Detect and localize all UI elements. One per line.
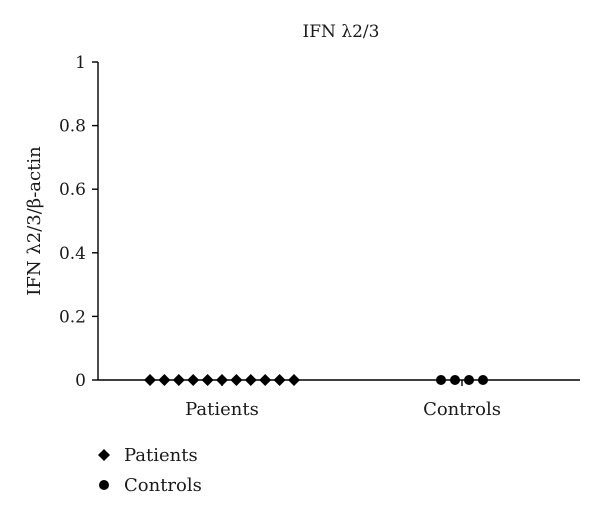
y-tick-label: 0.6: [59, 180, 86, 200]
patients-point: [187, 374, 200, 386]
y-tick-label: 0.2: [59, 307, 86, 327]
patients-point: [259, 374, 272, 386]
patients-point: [144, 374, 156, 386]
patients-point: [216, 374, 228, 386]
y-tick-label: 0: [75, 371, 86, 391]
axes: [97, 62, 580, 381]
patients-point: [201, 374, 214, 386]
patients-point: [244, 374, 257, 386]
x-category-label: Controls: [423, 399, 501, 420]
patients-point: [158, 374, 171, 386]
controls-point: [478, 375, 488, 385]
chart-title: IFN λ2/3: [303, 22, 380, 42]
y-tick-label: 1: [75, 53, 86, 73]
legend-patients-marker: [98, 449, 110, 461]
legend: Patients Controls: [98, 445, 202, 496]
legend-controls-label: Controls: [124, 475, 202, 496]
patients-point: [230, 374, 243, 386]
controls-point: [436, 375, 446, 385]
y-tick-label: 0.8: [59, 117, 86, 137]
patients-point: [273, 374, 286, 386]
controls-point: [464, 375, 474, 385]
legend-controls-marker: [99, 480, 109, 490]
y-axis-ticks: 0 0.2 0.4 0.6 0.8 1: [59, 53, 98, 391]
data-points: [144, 374, 488, 386]
patients-point: [172, 374, 185, 386]
y-axis-label: IFN λ2/3/β-actin: [24, 146, 45, 296]
x-axis-categories: Patients Controls: [185, 380, 501, 420]
x-category-label: Patients: [185, 399, 259, 420]
y-tick-label: 0.4: [59, 244, 86, 264]
controls-point: [450, 375, 460, 385]
patients-point: [288, 374, 300, 386]
legend-patients-label: Patients: [124, 445, 198, 466]
